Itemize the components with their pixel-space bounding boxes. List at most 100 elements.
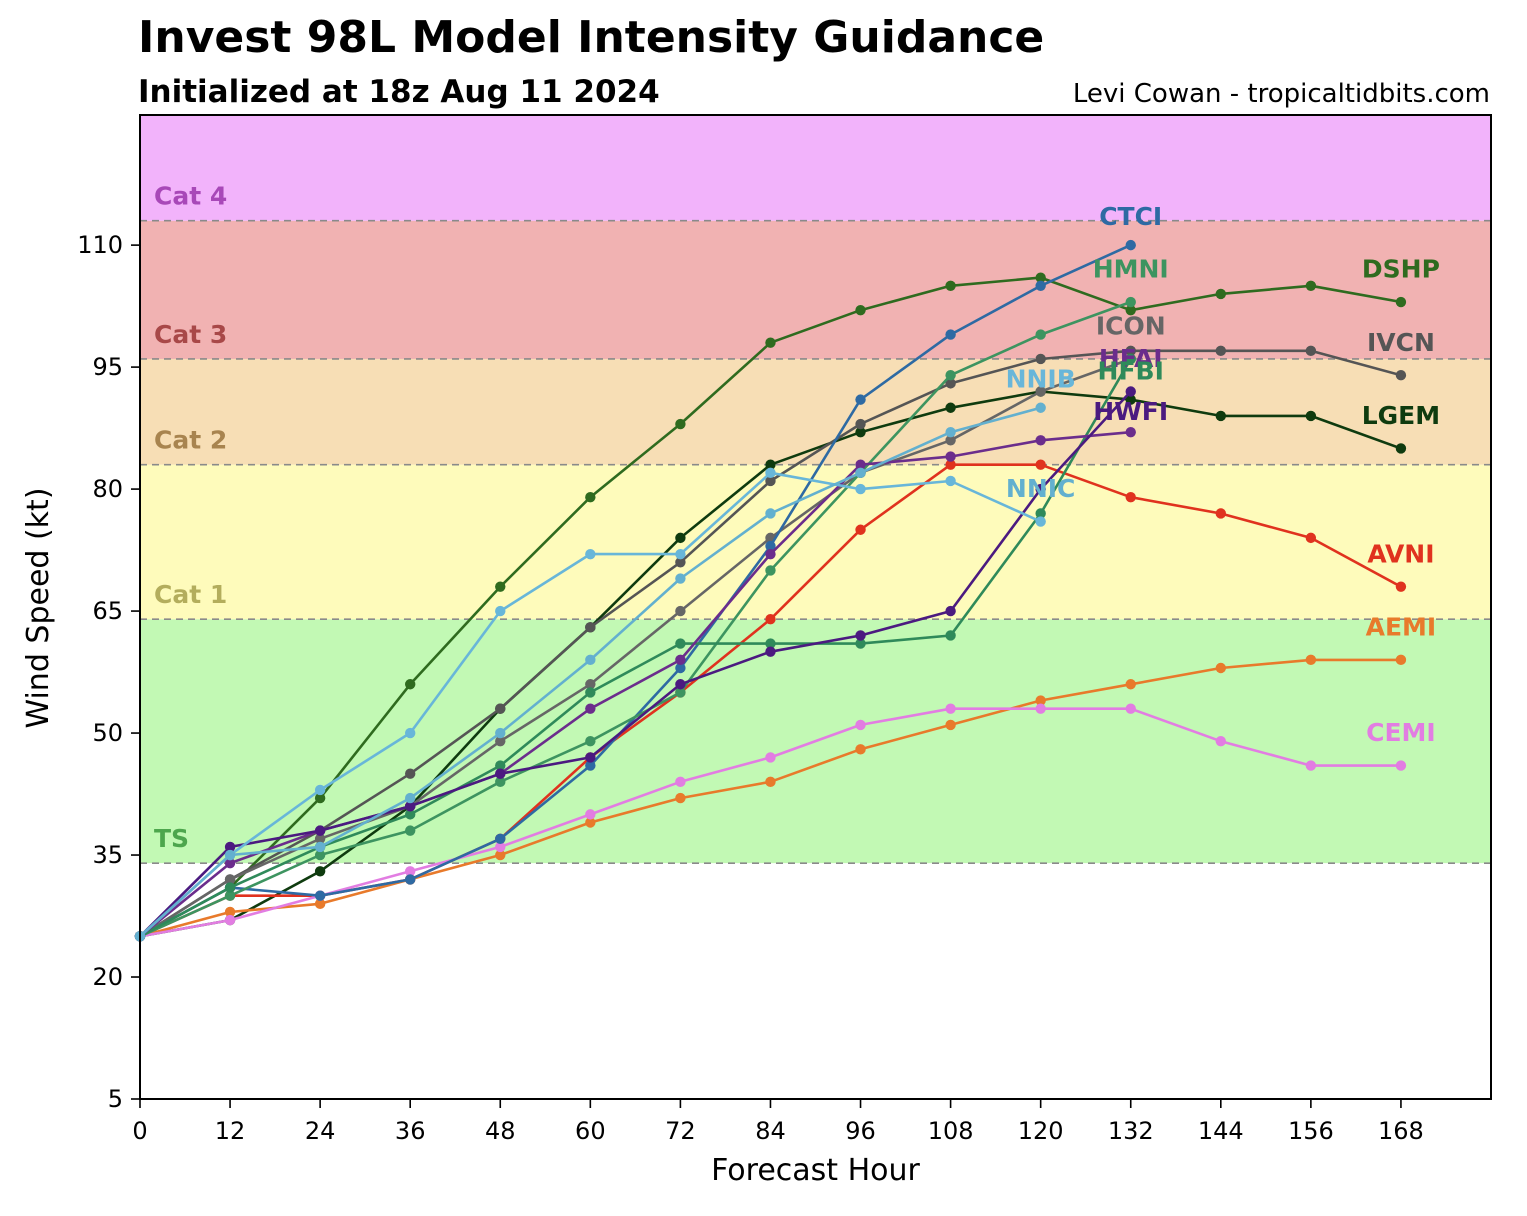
data-point-hfbi — [855, 638, 866, 649]
data-point-cemi — [1305, 760, 1317, 771]
data-point-ctci — [495, 833, 506, 844]
band-label-ts: TS — [154, 824, 189, 853]
x-tick-label: 24 — [305, 1117, 336, 1145]
data-point-aemi — [675, 792, 686, 804]
data-point-aemi — [585, 817, 596, 828]
data-point-hwfi — [405, 801, 416, 812]
y-tick-label: 95 — [92, 353, 123, 381]
data-point-ctci — [405, 874, 416, 885]
series-label-icon: ICON — [1096, 312, 1166, 341]
data-point-hfbi — [945, 630, 956, 641]
data-point-icon — [1035, 386, 1046, 397]
x-tick-label: 60 — [575, 1117, 606, 1145]
data-point-dshp — [1305, 280, 1317, 291]
series-label-aemi: AEMI — [1366, 612, 1437, 641]
data-point-cemi — [495, 841, 506, 853]
data-point-nnib — [1035, 516, 1046, 527]
series-label-nnib: NNIB — [1006, 364, 1076, 393]
data-point-nnib — [495, 605, 506, 617]
data-point-nnic — [855, 467, 866, 479]
y-tick-label: 50 — [92, 719, 123, 747]
data-point-hmni — [1035, 329, 1046, 340]
series-label-avni: AVNI — [1367, 539, 1434, 568]
data-point-ivcn — [675, 557, 686, 568]
data-point-avni — [1035, 459, 1046, 470]
data-point-dshp — [1035, 272, 1046, 283]
data-point-ivcn — [1125, 345, 1136, 357]
data-point-icon — [314, 833, 326, 844]
data-point-lgem — [855, 426, 866, 438]
data-point-dshp — [945, 280, 956, 291]
plot-frame — [139, 114, 1492, 1100]
data-point-ivcn — [765, 475, 776, 487]
data-point-hfbi — [765, 638, 776, 649]
series-line-hwfi — [139, 390, 1132, 938]
data-point-hfbi — [1035, 508, 1046, 519]
data-point-nnic — [945, 426, 956, 438]
x-tick-label: 48 — [485, 1117, 516, 1145]
data-point-dshp — [314, 792, 326, 804]
data-point-icon — [495, 735, 506, 747]
series-label-hfai: HFAI — [1099, 344, 1163, 373]
band-cat-4 — [140, 115, 1491, 221]
data-point-hwfi — [675, 679, 686, 690]
data-point-dshp — [585, 492, 596, 503]
x-tick-label: 12 — [215, 1117, 246, 1145]
data-point-nnib — [585, 548, 596, 560]
data-point-hwfi — [495, 768, 506, 779]
credit-text: Levi Cowan - tropicaltidbits.com — [1072, 79, 1490, 109]
data-point-hwfi — [945, 605, 956, 617]
data-point-dshp — [1215, 288, 1227, 300]
x-tick-label: 0 — [132, 1117, 147, 1145]
data-point-lgem — [314, 866, 326, 877]
data-point-hwfi — [314, 825, 326, 836]
y-tick-label: 35 — [92, 841, 123, 869]
data-point-nnib — [945, 475, 956, 487]
data-point-nnic — [1035, 402, 1046, 413]
data-point-aemi — [945, 719, 956, 731]
data-point-ivcn — [1305, 345, 1317, 357]
data-point-ivcn — [585, 622, 596, 633]
data-point-ivcn — [1395, 370, 1407, 381]
data-point-hfai — [675, 654, 686, 666]
data-point-lgem — [1215, 410, 1227, 422]
data-point-aemi — [224, 906, 236, 918]
chart-subtitle: Initialized at 18z Aug 11 2024 — [138, 74, 660, 110]
data-point-hmni — [945, 370, 956, 381]
data-point-ctci — [1125, 239, 1136, 251]
data-point-dshp — [675, 418, 686, 430]
data-point-nnib — [765, 467, 776, 479]
data-point-dshp — [1395, 296, 1407, 308]
data-point-cemi — [675, 776, 686, 788]
data-point-hwfi — [1035, 483, 1046, 495]
x-tick-label: 108 — [928, 1117, 974, 1145]
x-tick-label: 72 — [665, 1117, 696, 1145]
data-point-avni — [1125, 492, 1136, 503]
data-point-ctci — [855, 394, 866, 405]
x-tick-label: 120 — [1018, 1117, 1064, 1145]
band-label-cat-1: Cat 1 — [154, 580, 227, 609]
data-point-hmni — [765, 565, 776, 576]
data-point-ivcn — [495, 703, 506, 714]
data-point-avni — [855, 524, 866, 535]
data-point-cemi — [405, 866, 416, 877]
data-point-hfai — [945, 451, 956, 462]
data-point-icon — [585, 679, 596, 690]
data-point-ctci — [585, 760, 596, 771]
data-point-aemi — [495, 849, 506, 861]
data-point-dshp — [1125, 304, 1136, 316]
data-point-avni — [1215, 508, 1227, 519]
data-point-hfbi — [224, 882, 236, 893]
data-point-ivcn — [405, 768, 416, 779]
data-point-nnic — [314, 841, 326, 853]
data-point-nnib — [855, 483, 866, 495]
data-point-lgem — [945, 402, 956, 413]
data-point-nnic — [405, 792, 416, 804]
x-axis-label: Forecast Hour — [711, 1153, 920, 1188]
data-point-hfbi — [1125, 353, 1136, 365]
data-point-nnib — [675, 548, 686, 560]
data-point-hfbi — [585, 687, 596, 698]
data-point-nnic — [224, 849, 236, 861]
data-point-hmni — [314, 849, 326, 861]
data-point-hwfi — [224, 841, 236, 853]
